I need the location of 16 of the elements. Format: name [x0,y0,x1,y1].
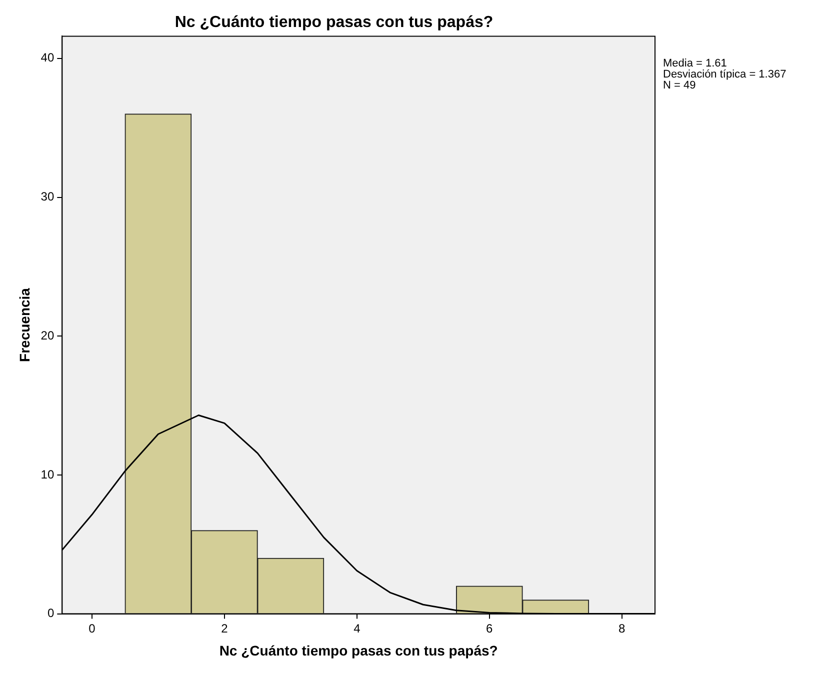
y-tick-label: 30 [40,190,54,204]
text: Media = 1.61 [663,58,727,70]
chart-title: Nc ¿Cuánto tiempo pasas con tus papás? [174,14,494,32]
y-tick-label: 10 [40,467,54,482]
x-tick-label: 4 [354,621,361,636]
x-tick-label: 2 [221,621,228,636]
y-tick-label: 0 [47,606,54,620]
text: Desviación típica = 1.367 [663,68,786,81]
text: N = 49 [663,80,696,92]
y-tick-label: 20 [40,328,54,342]
x-tick-label: 6 [486,621,494,636]
y-axis-title: Frecuencia [16,288,32,362]
x-axis-title: Nc ¿Cuánto tiempo pasas con tus papás? [219,642,498,658]
x-tick-label: 8 [618,621,626,636]
x-tick-label: 0 [88,621,96,636]
y-tick-label: 40 [40,50,54,65]
